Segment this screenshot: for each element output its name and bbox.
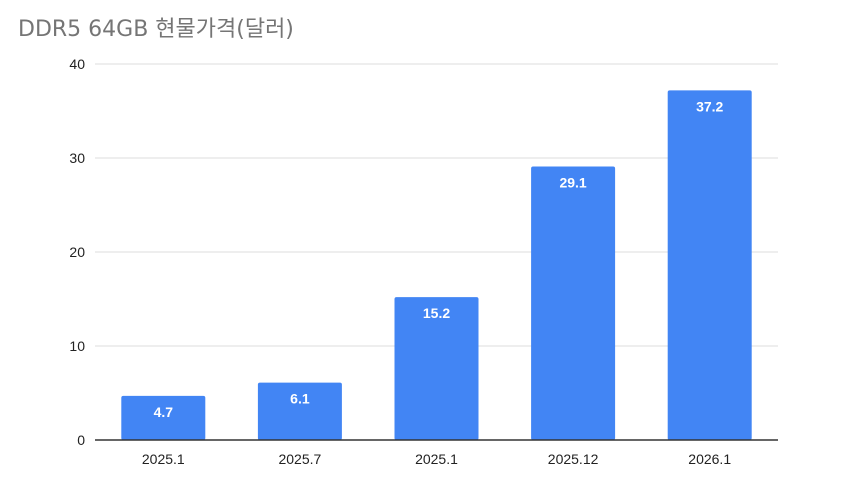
bar: [667, 90, 752, 440]
chart-title: DDR5 64GB 현물가격(달러): [18, 17, 294, 42]
y-tick-label: 20: [69, 244, 85, 260]
bar: [257, 382, 342, 440]
bar-data-label: 6.1: [290, 391, 310, 407]
y-tick-label: 0: [77, 432, 85, 448]
y-tick-label: 30: [69, 150, 85, 166]
y-axis-ticks: 0 10 20 30 40: [69, 56, 85, 448]
bar-data-label: 15.2: [423, 305, 450, 321]
bar-data-label: 29.1: [559, 174, 586, 190]
bar-data-label: 37.2: [696, 98, 723, 114]
x-tick-label: 2025.7: [278, 451, 321, 467]
x-tick-label: 2026.1: [688, 451, 731, 467]
bars: 4.7 6.1 15.2 29.1 37.2: [121, 90, 752, 440]
x-tick-label: 2025.12: [548, 451, 599, 467]
x-axis-ticks: 2025.1 2025.7 2025.1 2025.12 2026.1: [142, 451, 731, 467]
x-tick-label: 2025.1: [415, 451, 458, 467]
bar-data-label: 4.7: [154, 404, 174, 420]
x-tick-label: 2025.1: [142, 451, 185, 467]
y-tick-label: 40: [69, 56, 85, 72]
bar: [121, 395, 206, 440]
bar: [394, 297, 479, 440]
y-tick-label: 10: [69, 338, 85, 354]
bar: [531, 166, 616, 440]
